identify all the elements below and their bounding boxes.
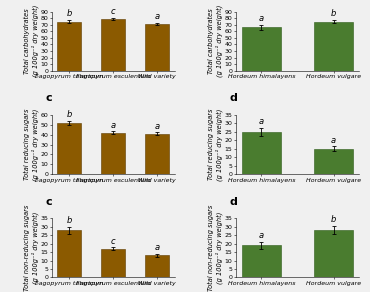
Text: a: a xyxy=(154,122,159,131)
Bar xyxy=(101,249,125,277)
Bar xyxy=(314,22,353,71)
Y-axis label: Total carbohydrates
(g 100g⁻¹ dry weight): Total carbohydrates (g 100g⁻¹ dry weight… xyxy=(24,5,39,77)
Text: b: b xyxy=(331,215,336,225)
Text: c: c xyxy=(46,93,52,103)
Bar xyxy=(314,230,353,277)
Bar xyxy=(314,149,353,174)
Y-axis label: Total carbohydrates
(g 100g⁻¹ dry weight): Total carbohydrates (g 100g⁻¹ dry weight… xyxy=(208,5,223,77)
Text: d: d xyxy=(230,93,238,103)
Bar xyxy=(101,133,125,174)
Text: a: a xyxy=(154,243,159,252)
Text: d: d xyxy=(230,197,238,206)
Y-axis label: Total reducing sugars
(g 100g⁻¹ dry weight): Total reducing sugars (g 100g⁻¹ dry weig… xyxy=(24,108,39,181)
Text: a: a xyxy=(259,232,264,241)
Text: c: c xyxy=(46,197,52,206)
Text: a: a xyxy=(154,12,159,21)
Text: a: a xyxy=(259,117,264,126)
Bar xyxy=(57,123,81,174)
Bar xyxy=(242,132,281,174)
Text: b: b xyxy=(67,110,72,119)
Y-axis label: Total reducing sugars
(g 100g⁻¹ dry weight): Total reducing sugars (g 100g⁻¹ dry weig… xyxy=(208,108,223,181)
Y-axis label: Total non-reducing sugars
(g 100g⁻¹ dry weight): Total non-reducing sugars (g 100g⁻¹ dry … xyxy=(208,205,223,291)
Text: b: b xyxy=(331,9,336,18)
Bar xyxy=(145,256,169,277)
Bar xyxy=(101,19,125,71)
Bar xyxy=(145,134,169,174)
Bar xyxy=(57,230,81,277)
Text: a: a xyxy=(259,14,264,23)
Text: c: c xyxy=(111,7,115,16)
Text: b: b xyxy=(67,9,72,18)
Bar xyxy=(145,24,169,71)
Bar xyxy=(242,27,281,71)
Bar xyxy=(57,22,81,71)
Text: a: a xyxy=(111,121,116,130)
Text: c: c xyxy=(111,237,115,246)
Text: b: b xyxy=(67,216,72,225)
Bar xyxy=(242,245,281,277)
Y-axis label: Total non-reducing sugars
(g 100g⁻¹ dry weight): Total non-reducing sugars (g 100g⁻¹ dry … xyxy=(24,205,39,291)
Text: a: a xyxy=(331,136,336,145)
